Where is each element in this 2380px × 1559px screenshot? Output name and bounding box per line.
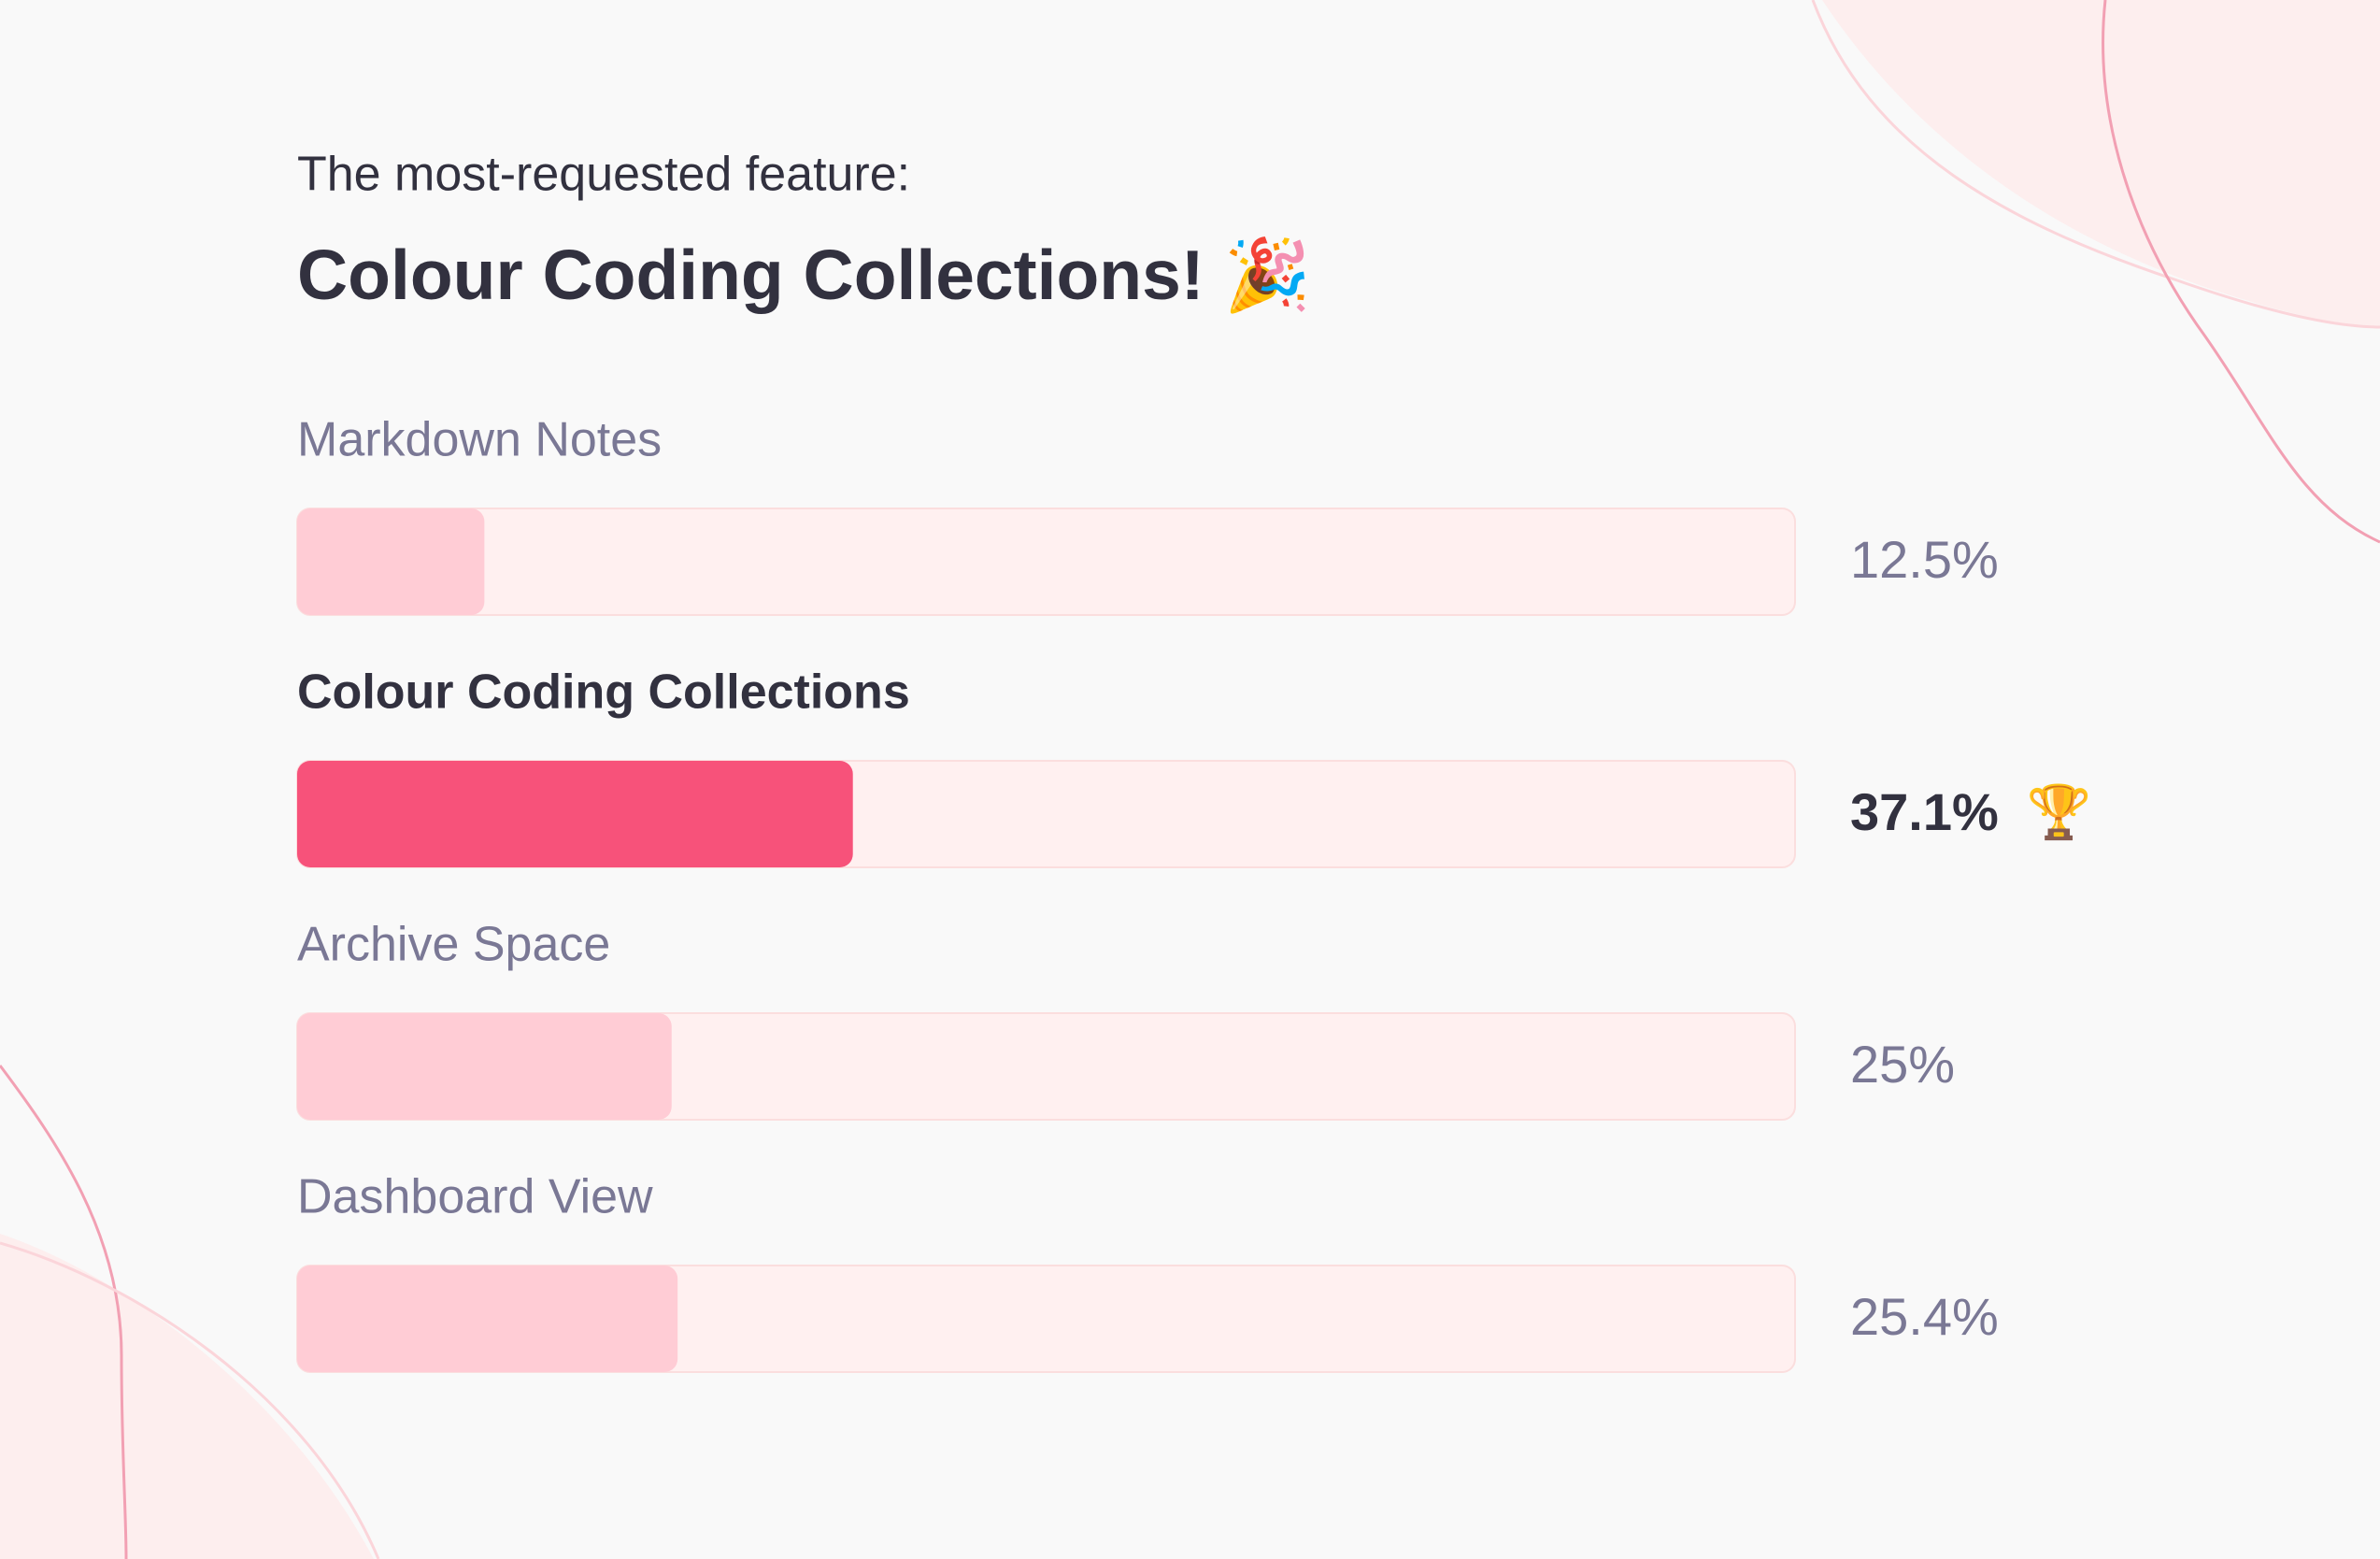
bar xyxy=(297,508,485,615)
value-label: 25% xyxy=(1850,1035,1955,1094)
winner-badge: 🏆 xyxy=(2027,782,2092,842)
option-label: Colour Coding Collections xyxy=(297,665,910,720)
subtitle: The most-requested feature: xyxy=(297,148,910,202)
decor-curve xyxy=(0,1065,128,1559)
decor-curve xyxy=(1811,0,2380,329)
bar-track xyxy=(296,508,1796,616)
decor-blob xyxy=(1822,0,2380,327)
decor-curve xyxy=(2102,0,2380,544)
value-label: 12.5% xyxy=(1850,530,1999,589)
decor-curve xyxy=(0,1241,380,1559)
option-label: Archive Space xyxy=(297,918,610,972)
decor-blob xyxy=(0,1234,374,1559)
value-label: 25.4% xyxy=(1850,1287,1999,1346)
bar xyxy=(297,1266,678,1372)
value-label: 37.1% xyxy=(1850,782,1999,841)
option-label: Dashboard View xyxy=(297,1170,653,1224)
bar xyxy=(297,1013,672,1120)
option-label: Markdown Notes xyxy=(297,413,662,467)
title: Colour Coding Collections! 🎉 xyxy=(297,236,1311,317)
bar xyxy=(297,761,853,867)
